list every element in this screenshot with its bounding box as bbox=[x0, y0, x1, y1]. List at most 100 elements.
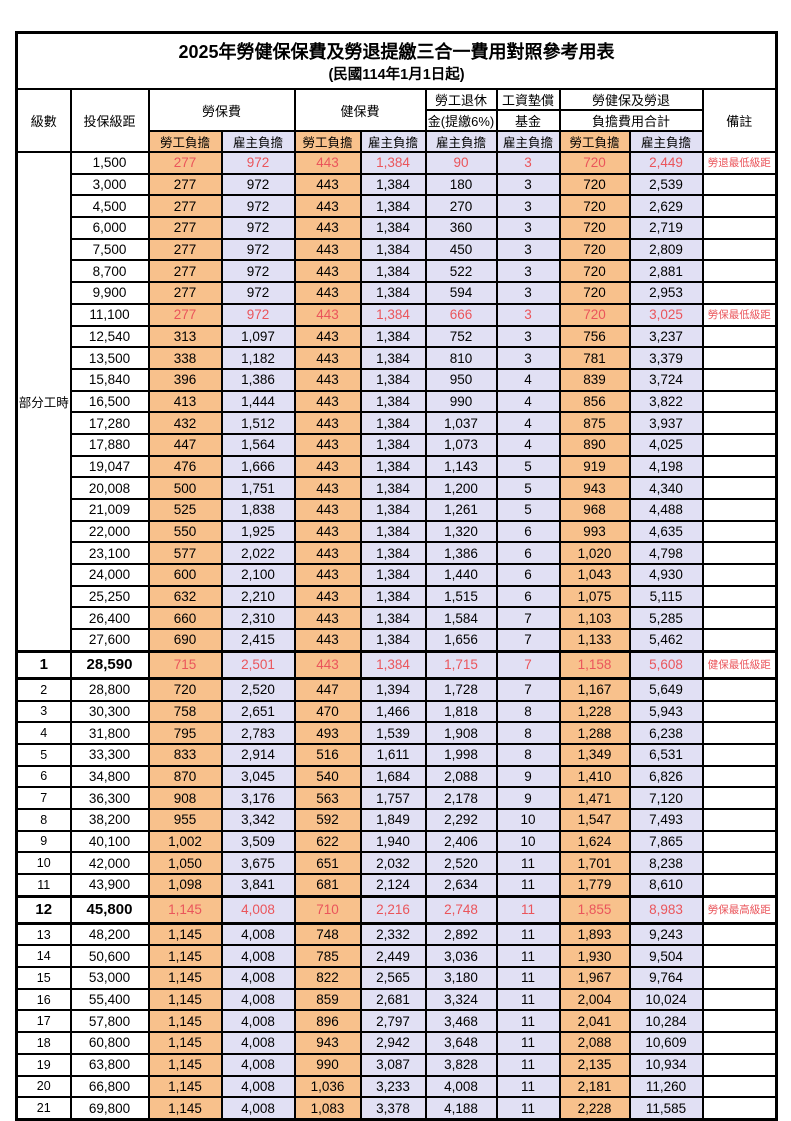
total-employer-cell: 9,764 bbox=[628, 966, 704, 990]
health-employer-cell: 2,124 bbox=[359, 872, 427, 898]
subheader-labor-employer: 雇主負擔 bbox=[220, 130, 296, 153]
grade-cell: 17 bbox=[15, 1009, 72, 1034]
labor-employee-cell: 955 bbox=[147, 807, 223, 832]
labor-employer-cell: 972 bbox=[220, 281, 296, 305]
note-cell bbox=[701, 677, 778, 702]
total-employee-cell: 1,020 bbox=[558, 541, 631, 566]
labor-employee-cell: 1,098 bbox=[147, 872, 223, 898]
wage-fund-employer-cell: 7 bbox=[495, 628, 561, 653]
pension-employer-cell: 2,892 bbox=[424, 922, 498, 947]
table-row: 3 30,300 758 2,651 470 1,466 1,818 8 1,228 5,943 bbox=[15, 699, 778, 724]
grade-cell: 3 bbox=[15, 699, 72, 724]
bracket-cell: 20,008 bbox=[69, 476, 150, 500]
wage-fund-employer-cell: 3 bbox=[495, 237, 561, 262]
health-employer-cell: 1,384 bbox=[359, 324, 427, 349]
wage-fund-employer-cell: 11 bbox=[495, 922, 561, 947]
labor-employer-cell: 2,100 bbox=[220, 563, 296, 587]
health-employee-cell: 443 bbox=[293, 281, 362, 305]
wage-fund-employer-cell: 3 bbox=[495, 216, 561, 240]
labor-employee-cell: 525 bbox=[147, 498, 223, 522]
pension-employer-cell: 1,998 bbox=[424, 742, 498, 767]
health-employee-cell: 859 bbox=[293, 987, 362, 1012]
page-subtitle: (民國114年1月1日起) bbox=[328, 66, 465, 83]
total-employee-cell: 2,004 bbox=[558, 987, 631, 1012]
note-cell bbox=[701, 1031, 778, 1055]
health-employee-cell: 1,083 bbox=[293, 1096, 362, 1121]
total-employee-cell: 968 bbox=[558, 498, 631, 522]
labor-employer-cell: 972 bbox=[220, 302, 296, 327]
table-row: 20 66,800 1,145 4,008 1,036 3,233 4,008 11 2,181… bbox=[15, 1074, 778, 1099]
pension-employer-cell: 1,728 bbox=[424, 677, 498, 702]
bracket-cell: 28,800 bbox=[69, 677, 150, 702]
table-row: 2 28,800 720 2,520 447 1,394 1,728 7 1,167 5,649 bbox=[15, 677, 778, 702]
wage-fund-employer-cell: 3 bbox=[495, 324, 561, 349]
pension-employer-cell: 3,828 bbox=[424, 1052, 498, 1077]
health-employer-cell: 2,216 bbox=[359, 894, 427, 925]
bracket-cell: 33,300 bbox=[69, 742, 150, 767]
health-employer-cell: 3,087 bbox=[359, 1052, 427, 1077]
note-cell bbox=[701, 237, 778, 262]
bracket-cell: 42,000 bbox=[69, 851, 150, 875]
health-employer-cell: 1,539 bbox=[359, 721, 427, 745]
table-row: 8 38,200 955 3,342 592 1,849 2,292 10 1,547 7,493 bbox=[15, 807, 778, 832]
subheader-health-employee: 勞工負擔 bbox=[293, 130, 362, 153]
health-employee-cell: 622 bbox=[293, 829, 362, 854]
total-employee-cell: 1,930 bbox=[558, 944, 631, 969]
health-employer-cell: 2,681 bbox=[359, 987, 427, 1012]
col-header-pension-line1: 勞工退休 bbox=[424, 88, 498, 111]
note-cell bbox=[701, 966, 778, 990]
table-row: 19,047 476 1,666 443 1,384 1,143 5 919 4,198 bbox=[17, 454, 778, 479]
labor-employer-cell: 2,914 bbox=[220, 742, 296, 767]
note-cell bbox=[701, 721, 778, 745]
bracket-cell: 21,009 bbox=[69, 498, 150, 522]
grade-cell: 10 bbox=[15, 851, 72, 875]
labor-employee-cell: 632 bbox=[147, 584, 223, 609]
bracket-cell: 11,100 bbox=[69, 302, 150, 327]
col-header-health-insurance: 健保費 bbox=[293, 88, 427, 132]
pension-employer-cell: 2,406 bbox=[424, 829, 498, 854]
health-employee-cell: 493 bbox=[293, 721, 362, 745]
bracket-cell: 3,000 bbox=[69, 172, 150, 197]
health-employee-cell: 443 bbox=[293, 649, 362, 680]
grade-cell: 21 bbox=[15, 1096, 72, 1121]
labor-employer-cell: 1,838 bbox=[220, 498, 296, 522]
health-employer-cell: 2,565 bbox=[359, 966, 427, 990]
health-employee-cell: 443 bbox=[293, 216, 362, 240]
pension-employer-cell: 1,073 bbox=[424, 432, 498, 457]
bracket-cell: 55,400 bbox=[69, 987, 150, 1012]
pension-employer-cell: 3,648 bbox=[424, 1031, 498, 1055]
total-employer-cell: 3,025 bbox=[628, 302, 704, 327]
pension-employer-cell: 360 bbox=[424, 216, 498, 240]
header-row-1: 級數 投保級距 勞保費 健保費 勞工退休 工資墊償 勞健保及勞退 備註 bbox=[15, 88, 778, 153]
total-employee-cell: 943 bbox=[558, 476, 631, 500]
pension-employer-cell: 1,143 bbox=[424, 454, 498, 479]
total-employer-cell: 10,284 bbox=[628, 1009, 704, 1034]
health-employee-cell: 443 bbox=[293, 628, 362, 653]
health-employer-cell: 3,378 bbox=[359, 1096, 427, 1121]
grade-cell: 15 bbox=[15, 966, 72, 990]
labor-employee-cell: 1,145 bbox=[147, 1009, 223, 1034]
table-row: 17 57,800 1,145 4,008 896 2,797 3,468 11 2,041 10… bbox=[15, 1009, 778, 1034]
total-employer-cell: 10,934 bbox=[628, 1052, 704, 1077]
total-employer-cell: 4,930 bbox=[628, 563, 704, 587]
total-employer-cell: 2,629 bbox=[628, 194, 704, 219]
total-employee-cell: 1,288 bbox=[558, 721, 631, 745]
wage-fund-employer-cell: 4 bbox=[495, 389, 561, 414]
health-employee-cell: 443 bbox=[293, 302, 362, 327]
col-header-labor-insurance: 勞保費 bbox=[147, 88, 296, 132]
table-row: 25,250 632 2,210 443 1,384 1,515 6 1,075 5,115 bbox=[17, 584, 778, 609]
note-cell bbox=[701, 851, 778, 875]
bracket-cell: 53,000 bbox=[69, 966, 150, 990]
col-header-total-line1: 勞健保及勞退 bbox=[558, 88, 704, 111]
total-employee-cell: 756 bbox=[558, 324, 631, 349]
pension-employer-cell: 2,088 bbox=[424, 764, 498, 789]
pension-employer-cell: 3,036 bbox=[424, 944, 498, 969]
health-employee-cell: 896 bbox=[293, 1009, 362, 1034]
bracket-cell: 38,200 bbox=[69, 807, 150, 832]
wage-fund-employer-cell: 3 bbox=[495, 302, 561, 327]
note-cell bbox=[701, 281, 778, 305]
labor-employer-cell: 4,008 bbox=[220, 966, 296, 990]
table-body: 部分工時 1,500 277 972 443 1,384 90 3 720 2,449 勞退最低級距… bbox=[15, 150, 778, 1121]
labor-employer-cell: 2,310 bbox=[220, 606, 296, 631]
